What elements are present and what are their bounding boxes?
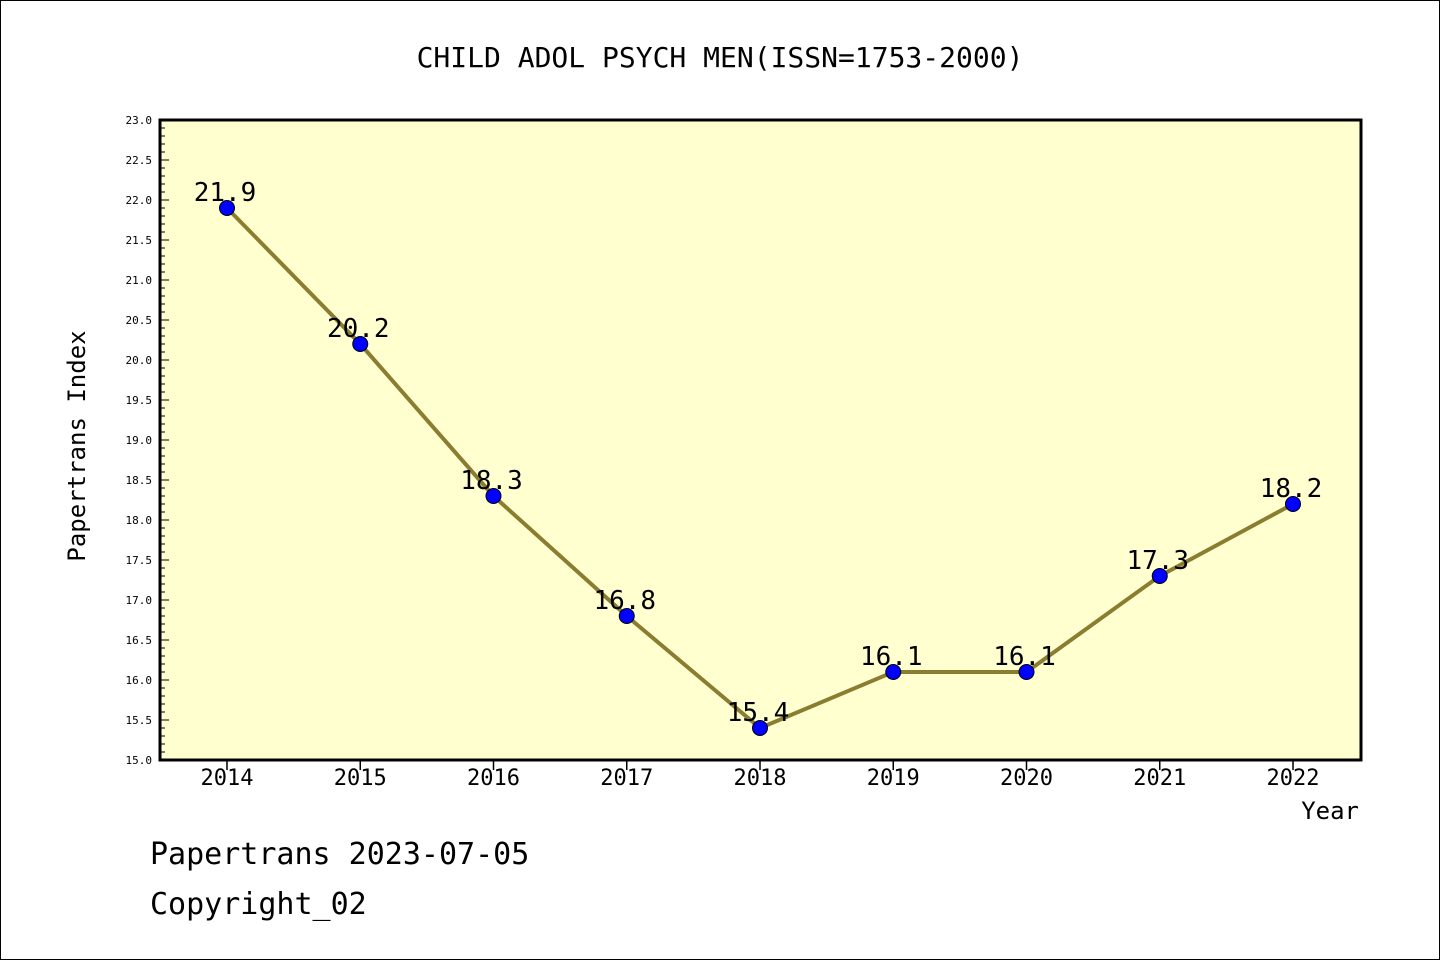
- x-tick-label: 2020: [1000, 766, 1053, 791]
- data-label: 16.8: [593, 586, 656, 616]
- y-tick-label: 18.0: [126, 514, 153, 527]
- data-label: 17.3: [1126, 546, 1189, 576]
- data-point: [618, 608, 635, 624]
- y-tick-label: 19.5: [126, 394, 153, 407]
- y-tick-label: 19.0: [126, 434, 153, 447]
- data-label: 18.3: [460, 466, 523, 496]
- plot-border: [158, 118, 1363, 762]
- x-tick-label: 2018: [734, 766, 787, 791]
- x-tick-label: 2019: [867, 766, 920, 791]
- y-tick-label: 23.0: [126, 114, 153, 127]
- footer-date: Papertrans 2023-07-05: [150, 837, 529, 872]
- y-tick-label: 20.0: [126, 354, 153, 367]
- data-point: [885, 664, 902, 680]
- data-point: [352, 336, 369, 352]
- x-tick-label: 2014: [201, 766, 254, 791]
- x-axis-ticks: 2014 2015 2016 2017 2018 2019 2020 2021 2022: [201, 760, 1320, 791]
- x-tick-label: 2017: [600, 766, 653, 791]
- x-tick-label: 2022: [1267, 766, 1320, 791]
- data-point: [1018, 664, 1035, 680]
- data-labels: 21.9 20.2 18.3 16.8 15.4 16.1 16.1 17.3 18.2: [194, 178, 1323, 728]
- data-label: 21.9: [194, 178, 257, 208]
- footer-copyright: Copyright_02: [150, 887, 367, 922]
- y-tick-label: 16.0: [126, 674, 153, 687]
- y-tick-label: 15.5: [126, 714, 153, 727]
- y-tick-label: 17.0: [126, 594, 153, 607]
- x-tick-label: 2016: [467, 766, 520, 791]
- y-tick-label: 21.0: [126, 274, 153, 287]
- y-tick-label: 20.5: [126, 314, 153, 327]
- data-label: 16.1: [993, 642, 1056, 672]
- x-axis-label: Year: [1301, 797, 1359, 825]
- y-tick-label: 22.0: [126, 194, 153, 207]
- plot-area: [160, 120, 1361, 760]
- data-label: 16.1: [860, 642, 923, 672]
- y-axis-label: Papertrans Index: [63, 330, 91, 561]
- y-tick-label: 16.5: [126, 634, 153, 647]
- data-label: 18.2: [1260, 474, 1323, 504]
- x-tick-label: 2021: [1133, 766, 1186, 791]
- chart-title: CHILD ADOL PSYCH MEN(ISSN=1753-2000): [417, 41, 1024, 74]
- data-label: 15.4: [727, 698, 790, 728]
- y-tick-label: 21.5: [126, 234, 153, 247]
- y-tick-label: 15.0: [126, 754, 153, 767]
- data-point: [219, 200, 235, 216]
- data-point: [1285, 496, 1301, 512]
- data-point: [485, 488, 502, 504]
- y-tick-label: 18.5: [126, 474, 153, 487]
- data-points: [219, 200, 1301, 736]
- y-tick-label: 17.5: [126, 554, 153, 567]
- y-tick-label: 22.5: [126, 154, 153, 167]
- data-label: 20.2: [327, 314, 390, 344]
- y-axis-ticks: 15.0 15.5 16.0 16.5 17.0 17.5 18.0 18.5 19.0 19.5…: [126, 114, 169, 767]
- x-tick-label: 2015: [334, 766, 387, 791]
- data-point: [752, 720, 768, 736]
- data-point: [1151, 568, 1168, 584]
